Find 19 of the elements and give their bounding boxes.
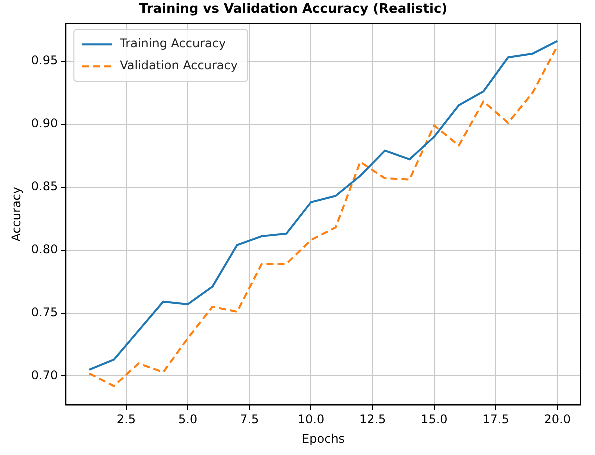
- chart-title: Training vs Validation Accuracy (Realistic): [139, 2, 448, 18]
- legend-label: Validation Accuracy: [120, 58, 238, 73]
- x-tick-label: 2.5: [116, 412, 136, 427]
- y-tick-label: 0.90: [31, 116, 58, 130]
- x-tick-label: 10.0: [298, 412, 325, 427]
- x-tick-label: 5.0: [178, 412, 198, 427]
- legend-label: Training Accuracy: [119, 36, 226, 51]
- y-tick-label: 0.80: [31, 242, 58, 256]
- x-tick-label: 20.0: [544, 412, 571, 427]
- y-tick-label: 0.70: [31, 368, 58, 382]
- y-tick-label: 0.75: [31, 305, 58, 320]
- x-tick-label: 12.5: [359, 412, 386, 427]
- x-tick-label: 15.0: [421, 412, 448, 427]
- y-axis-title: Accuracy: [9, 187, 24, 242]
- x-tick-label: 7.5: [240, 412, 260, 427]
- x-tick-label: 17.5: [482, 412, 510, 427]
- y-tick-label: 0.85: [31, 179, 58, 194]
- x-axis-title: Epochs: [302, 432, 346, 446]
- y-tick-label: 0.95: [31, 54, 58, 68]
